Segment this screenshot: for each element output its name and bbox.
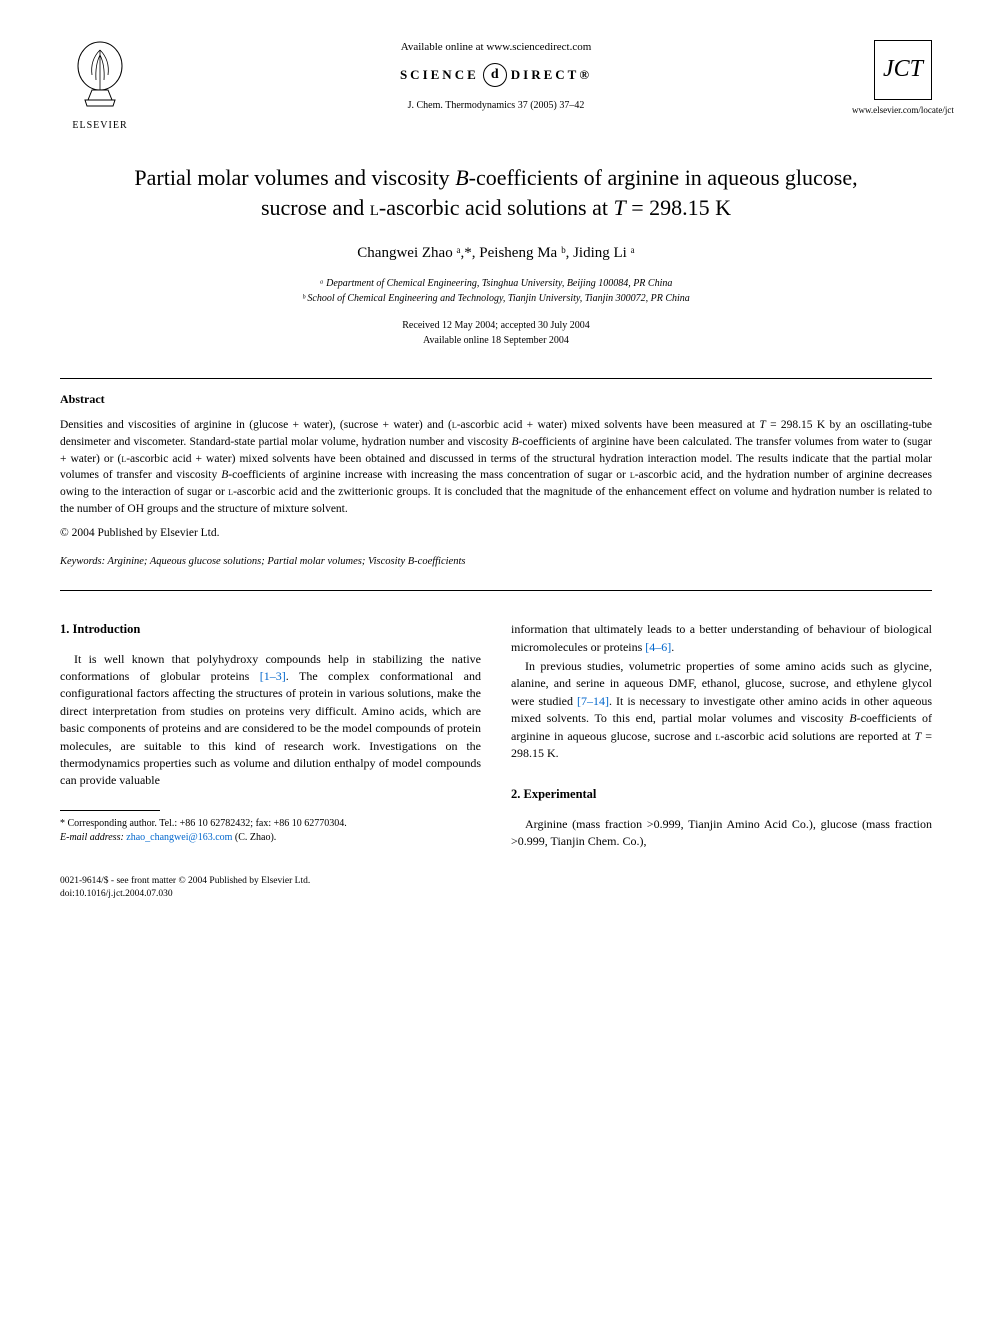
intro-p1b: . The complex conformational and configu… [60, 669, 481, 787]
center-header: Available online at www.sciencedirect.co… [140, 40, 852, 113]
journal-url[interactable]: www.elsevier.com/locate/jct [852, 104, 932, 117]
journal-reference: J. Chem. Thermodynamics 37 (2005) 37–42 [160, 99, 832, 113]
abstract-heading: Abstract [60, 391, 932, 408]
experimental-p1: Arginine (mass fraction >0.999, Tianjin … [511, 816, 932, 851]
corresponding-footnote: * Corresponding author. Tel.: +86 10 627… [60, 817, 481, 831]
intro-p1-right: information that ultimately leads to a b… [511, 621, 932, 656]
article-dates: Received 12 May 2004; accepted 30 July 2… [60, 318, 932, 348]
email-suffix: (C. Zhao). [232, 832, 276, 843]
ref-link-1-3[interactable]: [1–3] [260, 669, 286, 683]
footer-line2: doi:10.1016/j.jct.2004.07.030 [60, 888, 932, 901]
two-column-body: 1. Introduction It is well known that po… [60, 621, 932, 850]
received-date: Received 12 May 2004; accepted 30 July 2… [60, 318, 932, 333]
footer-line1: 0021-9614/$ - see front matter © 2004 Pu… [60, 875, 932, 888]
affiliation-b: ᵇ School of Chemical Engineering and Tec… [60, 291, 932, 306]
available-online-text: Available online at www.sciencedirect.co… [160, 40, 832, 55]
footer-info: 0021-9614/$ - see front matter © 2004 Pu… [60, 875, 932, 902]
experimental-heading: 2. Experimental [511, 786, 932, 804]
footnote-divider [60, 810, 160, 811]
jct-box: JCT [874, 40, 932, 100]
elsevier-logo: ELSEVIER [60, 40, 140, 133]
sciencedirect-logo: SCIENCE d DIRECT® [160, 63, 832, 87]
affiliation-a: ᵃ Department of Chemical Engineering, Ts… [60, 276, 932, 291]
ref-link-7-14[interactable]: [7–14] [577, 694, 609, 708]
available-date: Available online 18 September 2004 [60, 333, 932, 348]
jct-text: JCT [883, 56, 923, 82]
elsevier-tree-icon [70, 40, 130, 110]
header-row: ELSEVIER Available online at www.science… [60, 40, 932, 133]
sd-right: DIRECT® [511, 66, 592, 84]
affiliations: ᵃ Department of Chemical Engineering, Ts… [60, 276, 932, 306]
intro-p1-left: It is well known that polyhydroxy compou… [60, 651, 481, 790]
email-link[interactable]: zhao_changwei@163.com [126, 832, 232, 843]
article-title: Partial molar volumes and viscosity B-co… [100, 163, 892, 222]
jct-logo-block: JCT www.elsevier.com/locate/jct [852, 40, 932, 116]
authors: Changwei Zhao ᵃ,*, Peisheng Ma ᵇ, Jiding… [60, 243, 932, 264]
sd-left: SCIENCE [400, 66, 479, 84]
right-column: information that ultimately leads to a b… [511, 621, 932, 850]
divider-bottom [60, 590, 932, 591]
ref-link-4-6[interactable]: [4–6] [645, 640, 671, 654]
elsevier-label: ELSEVIER [60, 119, 140, 133]
intro-p1d: . [671, 640, 674, 654]
intro-heading: 1. Introduction [60, 621, 481, 639]
sd-at-icon: d [483, 63, 507, 87]
divider-top [60, 378, 932, 379]
keywords: Keywords: Arginine; Aqueous glucose solu… [60, 555, 932, 570]
email-label: E-mail address: [60, 832, 126, 843]
abstract-copyright: © 2004 Published by Elsevier Ltd. [60, 525, 932, 541]
intro-p1c: information that ultimately leads to a b… [511, 622, 932, 653]
intro-p2: In previous studies, volumetric properti… [511, 658, 932, 762]
abstract-text: Densities and viscosities of arginine in… [60, 417, 932, 517]
left-column: 1. Introduction It is well known that po… [60, 621, 481, 850]
email-footnote: E-mail address: zhao_changwei@163.com (C… [60, 831, 481, 845]
